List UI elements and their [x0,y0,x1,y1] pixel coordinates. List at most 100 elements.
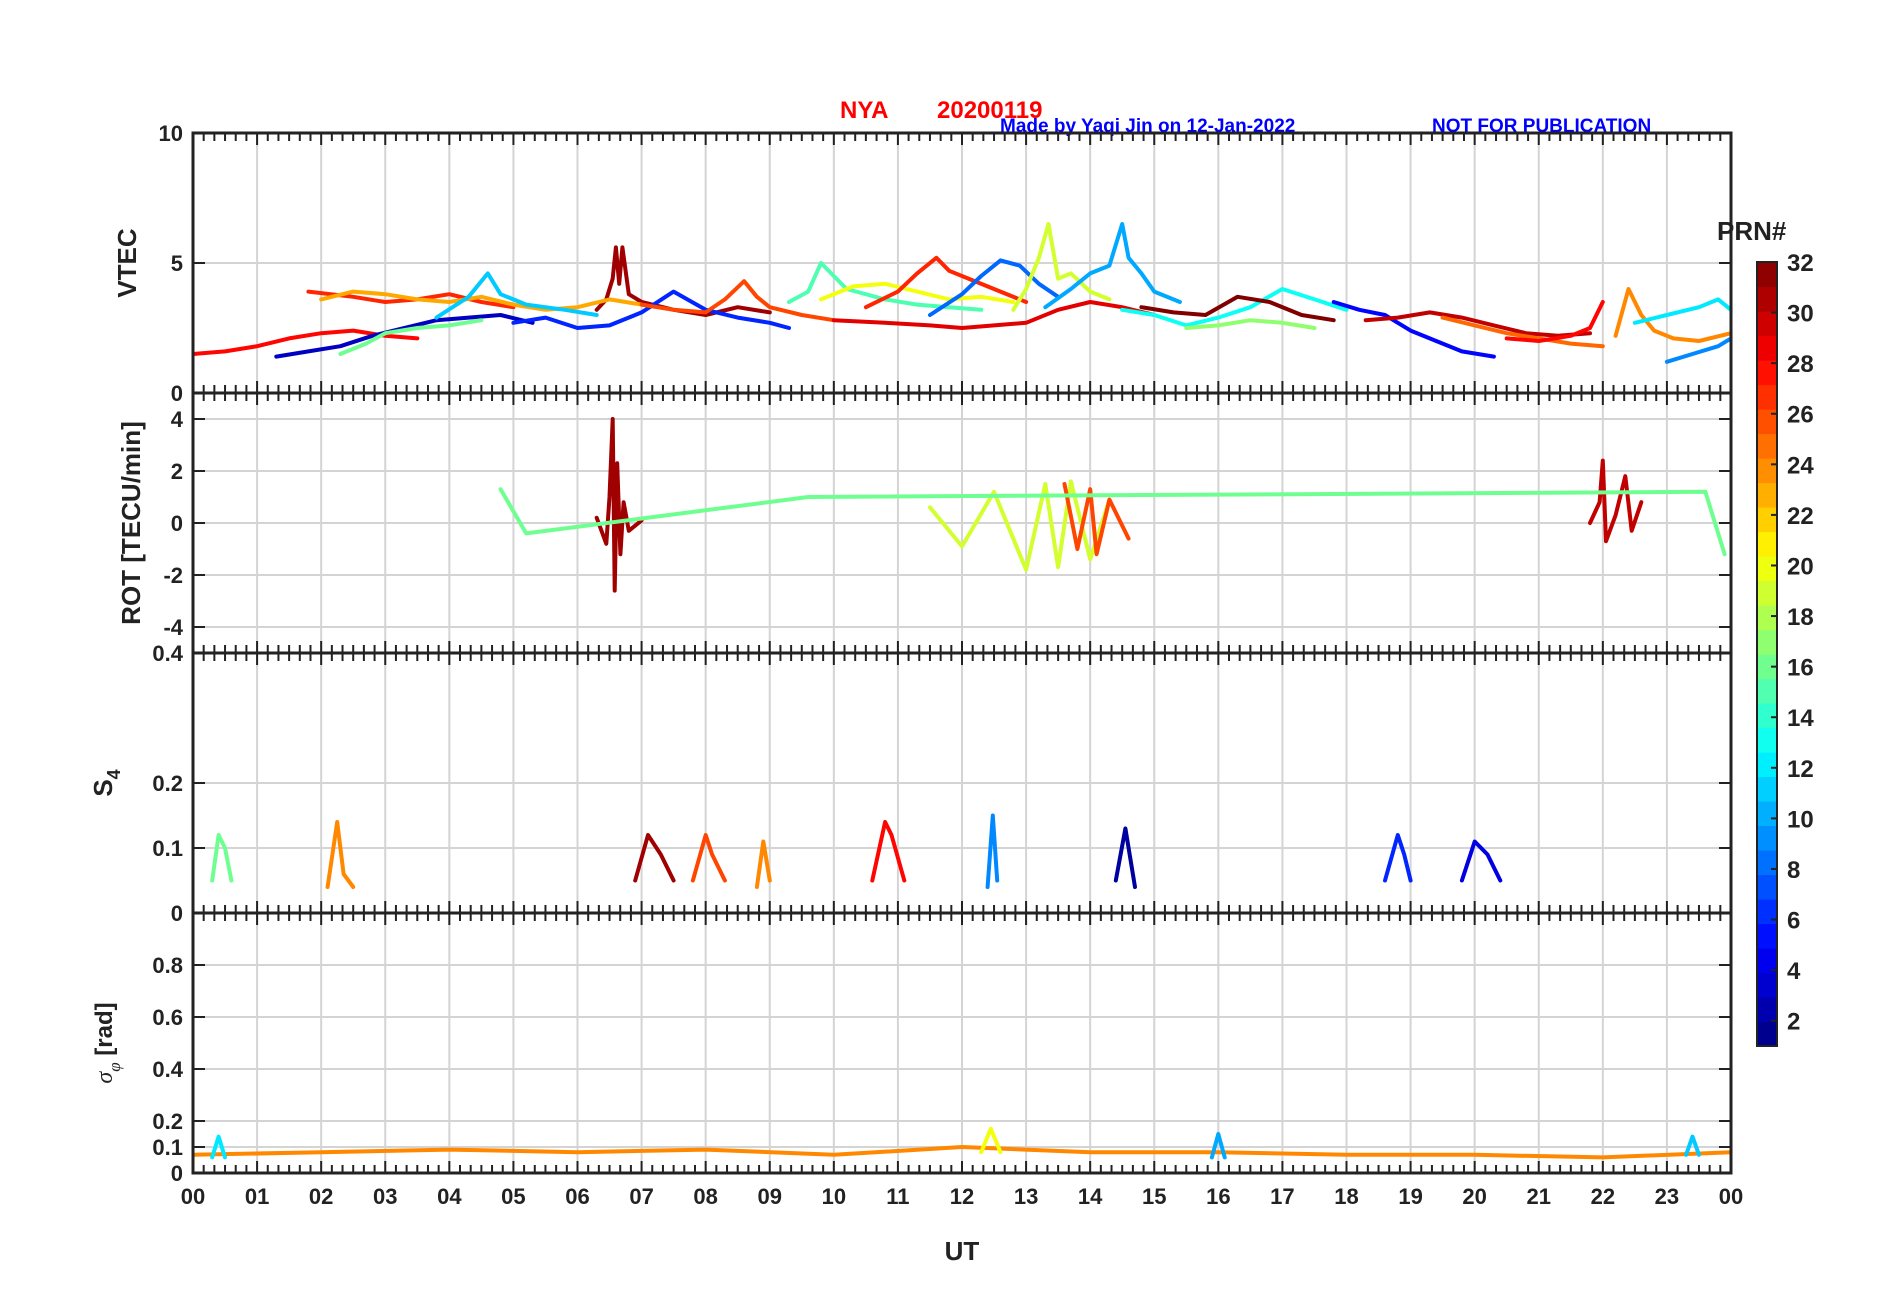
grid-layer [193,133,1731,1173]
colorbar-tick-label: 26 [1787,402,1814,429]
series-group-rot [498,417,1727,593]
station-title: NYA [840,97,888,124]
y-tick-label: 0.2 [152,771,183,796]
series-line-prn-8 [928,258,1061,317]
x-tick-label: 19 [1398,1184,1422,1209]
colorbar-tick-label: 4 [1787,958,1801,985]
series-line-prn-29 [831,300,1157,330]
y-tick-label: 0 [171,901,183,926]
series-line-prn-10 [1209,1132,1227,1160]
colorbar-segment [1757,629,1777,655]
series-line-prn-19 [1011,222,1112,312]
y-tick-label: 0 [171,1161,183,1186]
colorbar-segment [1757,1021,1777,1047]
colorbar-tick-label: 22 [1787,503,1814,530]
x-tick-label: 07 [629,1184,653,1209]
colorbar-segment [1757,997,1777,1023]
series-line-prn-24 [193,1145,1731,1160]
series-line-prn-3 [274,313,535,359]
colorbar-tick-label: 18 [1787,604,1814,631]
series-line-prn-24 [325,820,356,889]
colorbar-segment [1757,752,1777,778]
series-line-prn-26 [639,279,836,323]
y-tick-label: 0.8 [152,953,183,978]
x-tick-label: 11 [886,1184,909,1209]
colorbar-tick-label: 16 [1787,655,1814,682]
colorbar-segment [1757,311,1777,337]
colorbar-title: PRN# [1717,216,1787,246]
colorbar-segment [1757,262,1777,288]
series-line-prn-13 [1120,287,1349,328]
colorbar-segment [1757,286,1777,312]
colorbar-segment [1757,605,1777,631]
y-tick-label: 0.4 [152,641,183,666]
series-line-prn-31 [633,833,676,883]
colorbar-tick-label: 12 [1787,756,1814,783]
colorbar-segment [1757,972,1777,998]
series-line-prn-28 [1504,300,1605,343]
series-line-prn-24 [754,839,772,889]
y-tick-label: 0.2 [152,1109,183,1134]
x-tick-label: 09 [758,1184,782,1209]
y-tick-label: 0.1 [152,1135,183,1160]
ylabel-vtec: VTEC [112,228,142,298]
x-tick-label: 05 [501,1184,525,1209]
x-tick-label: 00 [1719,1184,1743,1209]
series-line-prn-23 [319,289,644,312]
series-line-prn-2 [1113,826,1137,889]
series-line-prn-12 [1632,297,1731,325]
series-line-prn-32 [1139,294,1336,323]
series-line-prn-9 [985,813,1000,889]
x-tick-label: 22 [1591,1184,1615,1209]
x-tick-label: 02 [309,1184,333,1209]
colorbar-tick-label: 6 [1787,908,1800,935]
panel-frame-sigma_phi [191,911,1733,1175]
series-line-prn-19 [928,479,1112,572]
colorbar-segment [1757,556,1777,582]
colorbar-tick-label: 14 [1787,705,1814,732]
colorbar-segment [1757,703,1777,729]
x-tick-label: 08 [693,1184,717,1209]
y-tick-label: 0.6 [152,1005,183,1030]
y-tick-label: 0 [171,511,183,536]
series-line-prn-20 [819,281,1016,304]
series-line-prn-16 [498,487,1727,557]
series-line-prn-4 [1459,839,1503,883]
y-tick-label: -4 [163,615,183,640]
svg-text:σφ [rad]: σφ [rad] [91,1002,124,1083]
colorbar-segment [1757,433,1777,459]
svg-text:S4: S4 [88,769,124,796]
colorbar-segment [1757,850,1777,876]
colorbar-segment [1757,507,1777,533]
y-tick-label: -2 [163,563,183,588]
colorbar-segment [1757,360,1777,386]
series-line-prn-27 [863,255,1029,310]
y-tick-label: 0.1 [152,836,183,861]
x-tick-label: 18 [1334,1184,1358,1209]
colorbar-segment [1757,458,1777,484]
xlabel-ut: UT [945,1236,980,1266]
colorbar-segment [1757,654,1777,680]
y-tick-label: 5 [171,251,183,276]
data-layer [193,222,1731,1160]
series-line-prn-31 [594,245,772,317]
colorbar-tick-label: 10 [1787,806,1814,833]
colorbar-segment [1757,923,1777,949]
series-line-prn-9 [1664,336,1731,364]
x-tick-label: 04 [437,1184,462,1209]
colorbar-tick-label: 24 [1787,452,1814,479]
series-line-prn-17 [1184,318,1317,330]
colorbar-tick-label: 8 [1787,857,1800,884]
colorbar-frame [1756,261,1778,1047]
colorbar-segment [1757,678,1777,704]
colorbar-tick-label: 20 [1787,553,1814,580]
series-line-prn-11 [1684,1134,1701,1157]
colorbar-segment [1757,776,1777,802]
series-line-prn-30 [1363,310,1592,338]
x-tick-label: 00 [181,1184,205,1209]
series-line-prn-30 [1588,458,1644,544]
series-line-prn-6 [511,289,791,330]
